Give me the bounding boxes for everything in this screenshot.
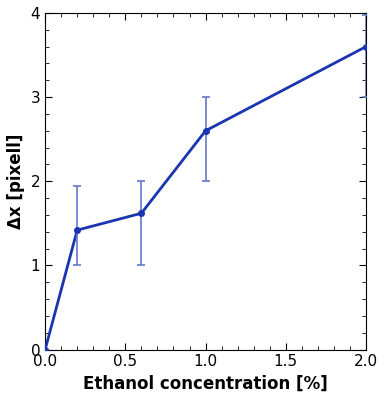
Y-axis label: Δx [pixell]: Δx [pixell] [7, 134, 25, 229]
X-axis label: Ethanol concentration [%]: Ethanol concentration [%] [83, 375, 328, 393]
